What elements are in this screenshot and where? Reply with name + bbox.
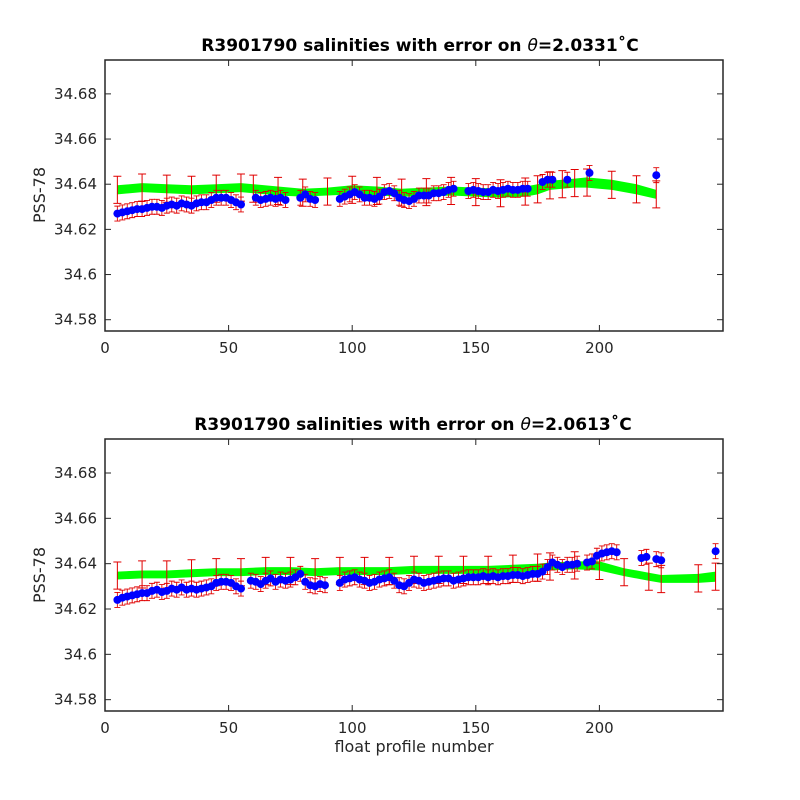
data-point (237, 584, 245, 593)
error-bar (113, 561, 122, 590)
x-tick-label: 0 (100, 719, 110, 737)
y-tick-label: 34.64 (54, 555, 97, 573)
chart-bottom: 34.58 34.6 34.62 34.64 34.66 34.68 0 50 100 150 20… (30, 413, 724, 756)
error-bar (632, 175, 641, 204)
chart-title: R3901790 salinities with error on θ=2.03… (201, 34, 638, 56)
data-point (523, 184, 532, 193)
y-axis-label: PSS-78 (30, 167, 49, 223)
data-point (321, 581, 329, 590)
error-bar (545, 171, 554, 200)
y-tick-label: 34.64 (54, 175, 97, 193)
data-point (612, 548, 621, 557)
data-point (237, 200, 245, 209)
error-bar (570, 169, 579, 198)
chart-title: R3901790 salinities with error on θ=2.06… (194, 413, 631, 435)
error-bar (607, 170, 616, 199)
x-tick-label: 50 (219, 719, 238, 737)
y-tick-label: 34.62 (54, 600, 97, 618)
y-tick-label: 34.68 (54, 464, 97, 482)
error-bar (558, 170, 567, 199)
error-bar (694, 564, 703, 593)
y-tick-label: 34.68 (54, 85, 97, 103)
error-bar (323, 177, 332, 206)
chart-top: 34.58 34.6 34.62 34.64 34.66 34.68 0 50 100 150 20… (30, 34, 724, 357)
x-axis-label: float profile number (334, 737, 494, 756)
data-point (585, 168, 594, 177)
x-tick-label: 150 (461, 339, 490, 357)
y-tick-label: 34.66 (54, 509, 97, 527)
error-bar (138, 173, 147, 202)
y-tick-label: 34.58 (54, 691, 97, 709)
x-tick-label: 150 (461, 719, 490, 737)
data-point (652, 171, 661, 180)
y-tick-label: 34.62 (54, 220, 97, 238)
data-point (588, 557, 596, 566)
data-point (281, 196, 290, 204)
x-tick-label: 50 (219, 339, 238, 357)
y-tick-label: 34.58 (54, 311, 97, 329)
x-tick-label: 200 (585, 339, 614, 357)
chart-marks (113, 543, 720, 608)
x-tick-label: 100 (338, 339, 367, 357)
axes-frame (104, 59, 724, 332)
chart-marks (113, 165, 661, 222)
error-bar (620, 558, 629, 587)
data-point (449, 184, 458, 193)
data-point (573, 559, 582, 568)
x-tick-label: 100 (338, 719, 367, 737)
error-bar (711, 562, 720, 591)
axis-ticks: 34.58 34.6 34.62 34.64 34.66 34.68 0 50 100 150 20… (54, 60, 723, 357)
axis-ticks: 34.58 34.6 34.62 34.64 34.66 34.68 0 50 100 150 20… (54, 439, 723, 737)
data-point (642, 552, 651, 561)
error-bar (113, 175, 122, 204)
y-tick-label: 34.6 (64, 266, 97, 284)
data-point (296, 569, 305, 578)
x-tick-label: 0 (100, 339, 110, 357)
axes-frame (104, 438, 724, 712)
y-axis-label: PSS-78 (30, 547, 49, 603)
data-point (563, 175, 572, 184)
error-bar (422, 178, 431, 207)
data-point (711, 547, 720, 556)
y-tick-label: 34.6 (64, 645, 97, 663)
y-tick-label: 34.66 (54, 130, 97, 148)
error-bar (533, 175, 542, 204)
data-point (548, 175, 557, 184)
data-point (311, 196, 320, 204)
x-tick-label: 200 (585, 719, 614, 737)
data-point (657, 556, 666, 565)
